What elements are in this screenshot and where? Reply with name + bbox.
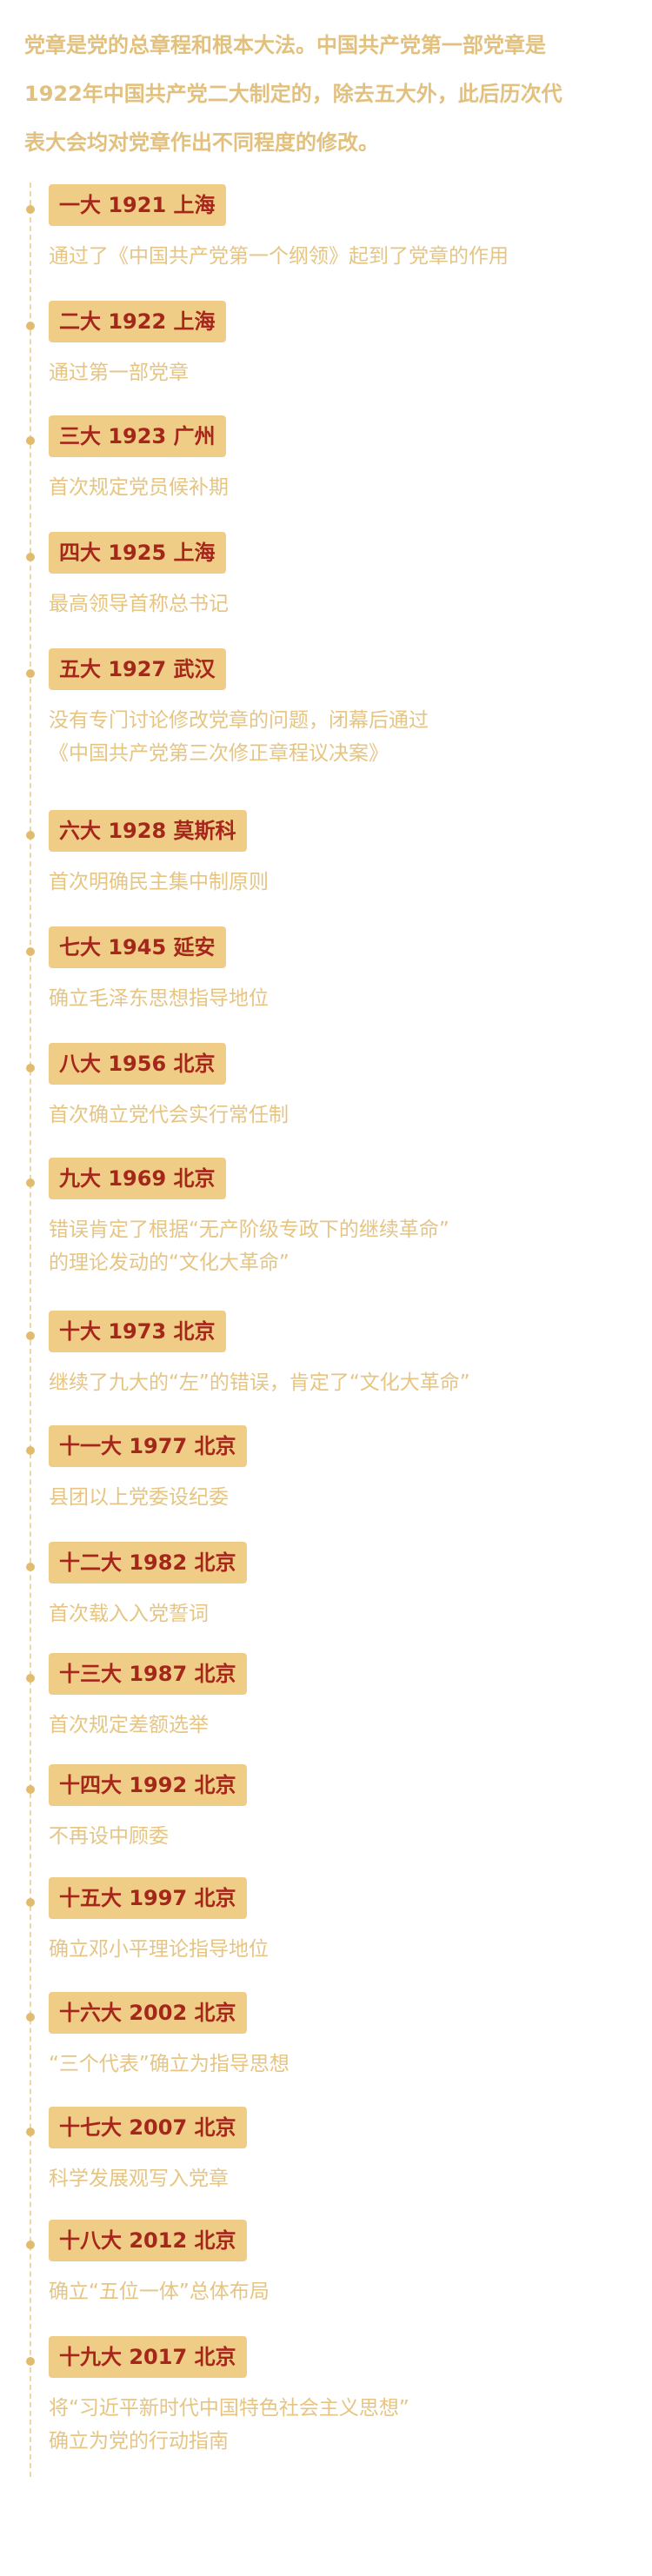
congress-tag: 十三大 1987 北京	[49, 1653, 247, 1695]
congress-description: “三个代表”确立为指导思想	[49, 2048, 622, 2081]
description-line: 首次载入入党誓词	[49, 1603, 209, 1625]
congress-description: 确立毛泽东思想指导地位	[49, 982, 622, 1015]
description-line: 将“习近平新时代中国特色社会主义思想”	[49, 2397, 409, 2420]
timeline-dot	[26, 947, 35, 956]
timeline-dot	[26, 2013, 35, 2022]
description-line: 确立为党的行动指南	[49, 2430, 229, 2453]
congress-tag: 八大 1956 北京	[49, 1043, 226, 1085]
timeline-dashed-line	[30, 183, 31, 2477]
congress-tag: 十八大 2012 北京	[49, 2220, 247, 2261]
congress-tag: 三大 1923 广州	[49, 415, 226, 457]
congress-tag: 七大 1945 延安	[49, 926, 226, 968]
congress-description: 确立“五位一体”总体布局	[49, 2275, 622, 2308]
timeline-dot	[26, 831, 35, 840]
description-line: 通过了《中国共产党第一个纲领》起到了党章的作用	[49, 245, 509, 268]
timeline-dot	[26, 322, 35, 330]
congress-description: 县团以上党委设纪委	[49, 1481, 622, 1514]
description-line: “三个代表”确立为指导思想	[49, 2053, 289, 2075]
congress-tag: 九大 1969 北京	[49, 1158, 226, 1199]
description-line: 没有专门讨论修改党章的问题，闭幕后通过	[49, 709, 429, 732]
congress-tag: 五大 1927 武汉	[49, 648, 226, 690]
congress-tag: 六大 1928 莫斯科	[49, 810, 247, 852]
congress-description: 通过第一部党章	[49, 356, 622, 389]
congress-tag: 十九大 2017 北京	[49, 2336, 247, 2378]
timeline-dot	[26, 669, 35, 678]
intro-line: 党章是党的总章程和根本大法。中国共产党第一部党章是	[24, 33, 546, 57]
timeline-dot	[26, 1563, 35, 1571]
timeline-dot	[26, 1064, 35, 1072]
congress-tag: 十五大 1997 北京	[49, 1877, 247, 1919]
intro-paragraph: 党章是党的总章程和根本大法。中国共产党第一部党章是 1922年中国共产党二大制定…	[24, 21, 598, 167]
congress-tag: 十六大 2002 北京	[49, 1992, 247, 2034]
congress-description: 确立邓小平理论指导地位	[49, 1933, 622, 1966]
congress-description: 通过了《中国共产党第一个纲领》起到了党章的作用	[49, 240, 622, 273]
congress-description: 最高领导首称总书记	[49, 588, 622, 621]
congress-tag: 十二大 1982 北京	[49, 1542, 247, 1583]
timeline-dot	[26, 1178, 35, 1187]
congress-tag: 十四大 1992 北京	[49, 1764, 247, 1806]
description-line: 县团以上党委设纪委	[49, 1486, 229, 1509]
intro-line: 表大会均对党章作出不同程度的修改。	[24, 130, 379, 155]
congress-description: 科学发展观写入党章	[49, 2162, 622, 2195]
congress-description: 首次规定党员候补期	[49, 471, 622, 504]
congress-description: 不再设中顾委	[49, 1820, 622, 1853]
timeline-dot	[26, 436, 35, 445]
intro-line: 1922年中国共产党二大制定的，除去五大外，此后历次代	[24, 82, 562, 106]
congress-tag: 十七大 2007 北京	[49, 2107, 247, 2148]
timeline-dot	[26, 1785, 35, 1794]
description-line: 通过第一部党章	[49, 362, 189, 384]
congress-tag: 四大 1925 上海	[49, 532, 226, 574]
description-line: 首次规定差额选举	[49, 1714, 209, 1736]
timeline-dot	[26, 1674, 35, 1683]
timeline-dot	[26, 1898, 35, 1907]
description-line: 继续了九大的“左”的错误，肯定了“文化大革命”	[49, 1371, 470, 1394]
description-line: 确立“五位一体”总体布局	[49, 2281, 269, 2303]
congress-tag: 十大 1973 北京	[49, 1311, 226, 1352]
timeline-dot	[26, 2128, 35, 2136]
congress-description: 没有专门讨论修改党章的问题，闭幕后通过 《中国共产党第三次修正章程议决案》	[49, 704, 622, 770]
congress-description: 首次确立党代会实行常任制	[49, 1099, 622, 1132]
description-line: 确立邓小平理论指导地位	[49, 1938, 269, 1961]
description-line: 最高领导首称总书记	[49, 593, 229, 615]
congress-description: 首次载入入党誓词	[49, 1597, 622, 1630]
description-line: 错误肯定了根据“无产阶级专政下的继续革命”	[49, 1218, 449, 1241]
description-line: 不再设中顾委	[49, 1825, 169, 1848]
congress-description: 将“习近平新时代中国特色社会主义思想” 确立为党的行动指南	[49, 2392, 622, 2458]
congress-description: 首次明确民主集中制原则	[49, 866, 622, 899]
congress-tag: 二大 1922 上海	[49, 301, 226, 342]
congress-description: 错误肯定了根据“无产阶级专政下的继续革命” 的理论发动的“文化大革命”	[49, 1213, 622, 1279]
description-line: 确立毛泽东思想指导地位	[49, 987, 269, 1010]
congress-timeline: 一大 1921 上海通过了《中国共产党第一个纲领》起到了党章的作用二大 1922…	[0, 183, 652, 2538]
timeline-dot	[26, 2357, 35, 2366]
timeline-dot	[26, 205, 35, 214]
description-line: 首次明确民主集中制原则	[49, 871, 269, 893]
congress-description: 继续了九大的“左”的错误，肯定了“文化大革命”	[49, 1366, 622, 1399]
timeline-dot	[26, 1331, 35, 1340]
description-line: 首次确立党代会实行常任制	[49, 1104, 289, 1126]
timeline-dot	[26, 2241, 35, 2249]
congress-description: 首次规定差额选举	[49, 1709, 622, 1742]
description-line: 的理论发动的“文化大革命”	[49, 1251, 289, 1274]
timeline-dot	[26, 553, 35, 561]
congress-tag: 十一大 1977 北京	[49, 1425, 247, 1467]
congress-tag: 一大 1921 上海	[49, 184, 226, 226]
timeline-dot	[26, 1446, 35, 1455]
description-line: 《中国共产党第三次修正章程议决案》	[49, 742, 389, 765]
description-line: 科学发展观写入党章	[49, 2168, 229, 2190]
description-line: 首次规定党员候补期	[49, 476, 229, 499]
